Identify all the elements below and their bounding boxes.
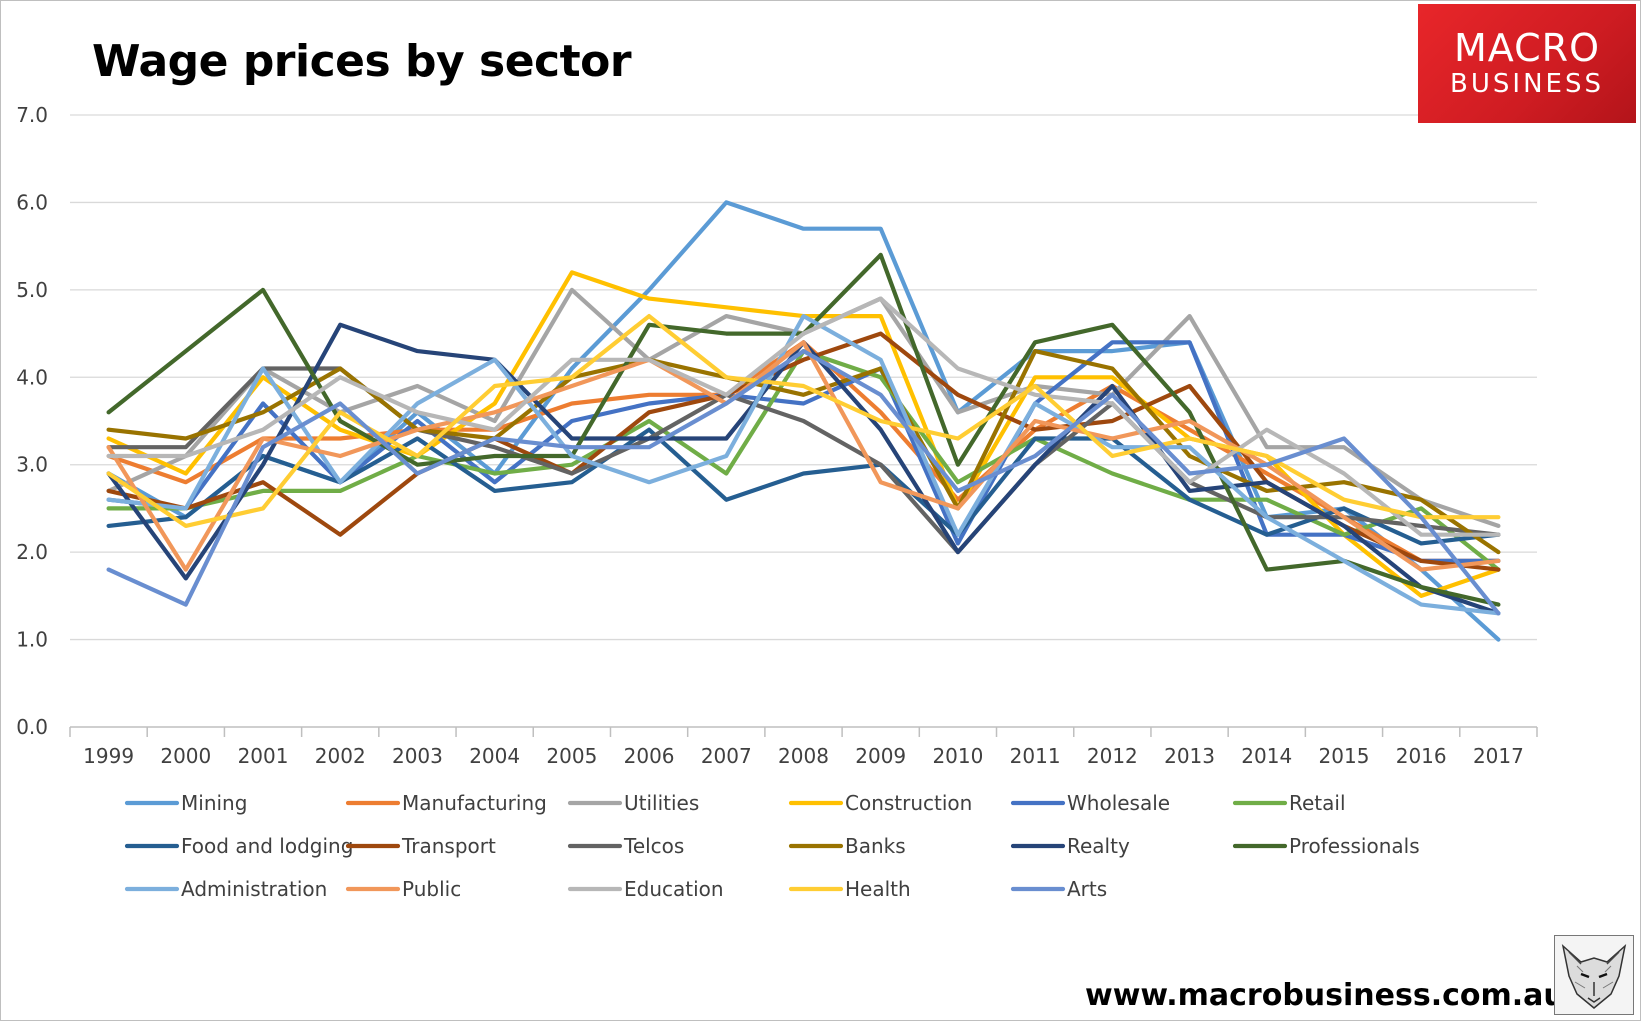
x-tick-label: 2009 xyxy=(855,744,906,768)
y-tick-label: 3.0 xyxy=(16,453,48,477)
y-tick-label: 2.0 xyxy=(16,540,48,564)
legend-label: Food and lodging xyxy=(181,834,353,858)
legend-label: Public xyxy=(402,877,461,901)
series-line-arts xyxy=(106,349,1501,616)
logo-line-1: MACRO xyxy=(1454,26,1600,70)
x-tick-label: 2011 xyxy=(1010,744,1061,768)
legend-item: Health xyxy=(788,877,911,901)
legend-item: Manufacturing xyxy=(345,791,547,815)
legend-label: Retail xyxy=(1289,791,1346,815)
legend-label: Banks xyxy=(845,834,906,858)
legend-item: Wholesale xyxy=(1010,791,1170,815)
legend-label: Utilities xyxy=(624,791,699,815)
series-line-education xyxy=(106,296,1501,537)
legend-label: Transport xyxy=(401,834,496,858)
legend-label: Education xyxy=(624,877,724,901)
series-line-construction xyxy=(106,270,1501,599)
legend-item: Telcos xyxy=(567,834,684,858)
y-tick-label: 6.0 xyxy=(16,190,48,214)
legend-item: Banks xyxy=(788,834,906,858)
legend-item: Transport xyxy=(345,834,496,858)
legend-label: Construction xyxy=(845,791,972,815)
legend-item: Realty xyxy=(1010,834,1130,858)
y-tick-label: 1.0 xyxy=(16,628,48,652)
x-tick-label: 2013 xyxy=(1164,744,1215,768)
legend-item: Professionals xyxy=(1232,834,1420,858)
series-line-banks xyxy=(106,349,1501,555)
legend-label: Telcos xyxy=(623,834,684,858)
x-tick-label: 2000 xyxy=(160,744,211,768)
x-tick-label: 2010 xyxy=(932,744,983,768)
legend-item: Education xyxy=(567,877,724,901)
legend-label: Manufacturing xyxy=(402,791,547,815)
legend-label: Wholesale xyxy=(1067,791,1170,815)
legend-label: Mining xyxy=(181,791,247,815)
x-tick-label: 2001 xyxy=(238,744,289,768)
legend-item: Construction xyxy=(788,791,972,815)
x-tick-label: 2006 xyxy=(624,744,675,768)
logo-line-2: BUSINESS xyxy=(1450,69,1604,99)
legend-item: Public xyxy=(345,877,461,901)
x-tick-label: 1999 xyxy=(83,744,134,768)
website-url: www.macrobusiness.com.au xyxy=(1085,978,1565,1013)
series-line-health xyxy=(106,314,1501,529)
legend-label: Health xyxy=(845,877,911,901)
legend-item: Food and lodging xyxy=(124,834,353,858)
y-tick-label: 7.0 xyxy=(16,103,48,127)
legend-item: Arts xyxy=(1010,877,1107,901)
legend-item: Administration xyxy=(124,877,327,901)
legend-label: Realty xyxy=(1067,834,1130,858)
legend-label: Administration xyxy=(181,877,327,901)
y-tick-label: 0.0 xyxy=(16,715,48,739)
x-tick-label: 2008 xyxy=(778,744,829,768)
y-tick-label: 5.0 xyxy=(16,278,48,302)
x-tick-label: 2005 xyxy=(546,744,597,768)
series-line-administration xyxy=(106,314,1501,616)
legend-item: Mining xyxy=(124,791,247,815)
legend-label: Arts xyxy=(1067,877,1107,901)
macrobusiness-logo: MACRO BUSINESS xyxy=(1418,4,1636,123)
x-tick-label: 2017 xyxy=(1473,744,1524,768)
legend-item: Retail xyxy=(1232,791,1346,815)
legend-label: Professionals xyxy=(1289,834,1420,858)
y-tick-label: 4.0 xyxy=(16,365,48,389)
x-tick-label: 2015 xyxy=(1319,744,1370,768)
x-tick-label: 2003 xyxy=(392,744,443,768)
x-tick-label: 2002 xyxy=(315,744,366,768)
legend-item: Utilities xyxy=(567,791,699,815)
x-tick-label: 2004 xyxy=(469,744,520,768)
fox-logo-icon xyxy=(1554,935,1634,1015)
x-tick-label: 2014 xyxy=(1241,744,1292,768)
x-tick-label: 2007 xyxy=(701,744,752,768)
x-tick-label: 2016 xyxy=(1396,744,1447,768)
chart-title: Wage prices by sector xyxy=(92,36,632,87)
x-tick-label: 2012 xyxy=(1087,744,1138,768)
